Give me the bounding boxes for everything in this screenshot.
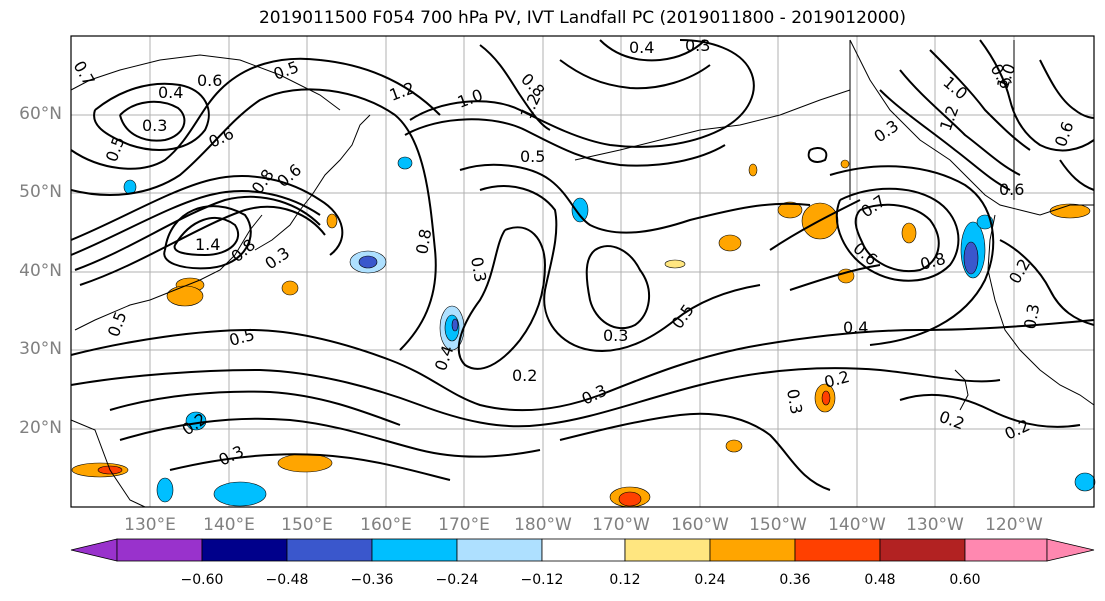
colorbar-bin — [879, 538, 966, 562]
contour-label: 0.4 — [629, 38, 654, 57]
colorbar — [70, 538, 1095, 562]
colorbar-bin — [709, 538, 796, 562]
map-title: 2019011500 F054 700 hPa PV, IVT Landfall… — [258, 8, 906, 28]
colorbar-bin — [371, 538, 458, 562]
contour-label: 0.6 — [999, 180, 1024, 199]
contour-label: 0.3 — [783, 387, 806, 415]
colorbar-tick-label: −0.12 — [520, 572, 564, 588]
contour-label: 0.4 — [843, 318, 868, 337]
lon-label-130w: 130°W — [906, 515, 964, 535]
colorbar-bin — [116, 538, 203, 562]
colorbar-bin — [456, 538, 543, 562]
coastlines — [70, 39, 1095, 508]
colorbar-bin — [794, 538, 881, 562]
lat-label-50n: 50°N — [19, 182, 62, 202]
contour-label: 1.4 — [195, 235, 220, 254]
pv-contours — [70, 39, 1095, 491]
ivt-filled-contours — [71, 156, 1096, 508]
contour-label: 0.5 — [520, 147, 545, 166]
contour-label: 0.3 — [685, 36, 710, 55]
lon-label-120w: 120°W — [985, 515, 1043, 535]
colorbar-tick-label: −0.48 — [265, 572, 309, 588]
contour-label: 0.8 — [412, 227, 435, 255]
lon-label-160w: 160°W — [671, 515, 729, 535]
lon-label-170e: 170°E — [438, 515, 490, 535]
lon-label-130e: 130°E — [124, 515, 176, 535]
lon-label-160e: 160°E — [360, 515, 412, 535]
colorbar-tick-label: 0.60 — [949, 572, 981, 588]
colorbar-bin — [286, 538, 373, 562]
colorbar-bin — [964, 538, 1048, 562]
contour-label: 0.3 — [467, 255, 490, 283]
lat-label-40n: 40°N — [19, 261, 62, 281]
contour-label: 0.4 — [158, 83, 183, 102]
lat-label-60n: 60°N — [19, 104, 62, 124]
colorbar-tick-label: 0.24 — [694, 572, 726, 588]
contour-label: 0.3 — [142, 116, 167, 135]
colorbar-tick-label: −0.24 — [435, 572, 479, 588]
lon-label-170w: 170°W — [592, 515, 650, 535]
lon-label-150w: 150°W — [749, 515, 807, 535]
colorbar-under-arrow — [70, 538, 118, 562]
gridlines — [71, 36, 1094, 507]
contour-label: 0.3 — [603, 326, 628, 345]
lon-label-150e: 150°E — [281, 515, 333, 535]
contour-label: 0.6 — [197, 71, 222, 90]
lon-label-140e: 140°E — [203, 515, 255, 535]
colorbar-tick-label: −0.36 — [350, 572, 394, 588]
lon-label-180w: 180°W — [514, 515, 572, 535]
colorbar-bin — [541, 538, 626, 562]
colorbar-over-arrow — [1046, 538, 1095, 562]
lat-label-30n: 30°N — [19, 339, 62, 359]
colorbar-bin — [624, 538, 711, 562]
lon-label-140w: 140°W — [828, 515, 886, 535]
contour-label: 0.3 — [1020, 302, 1043, 330]
colorbar-tick-label: 0.48 — [864, 572, 896, 588]
colorbar-bin — [201, 538, 288, 562]
map-frame — [70, 35, 1095, 508]
colorbar-tick-label: 0.36 — [779, 572, 811, 588]
colorbar-tick-label: −0.60 — [180, 572, 224, 588]
contour-label: 0.2 — [512, 366, 537, 385]
lat-label-20n: 20°N — [19, 418, 62, 438]
colorbar-tick-label: 0.12 — [609, 572, 641, 588]
